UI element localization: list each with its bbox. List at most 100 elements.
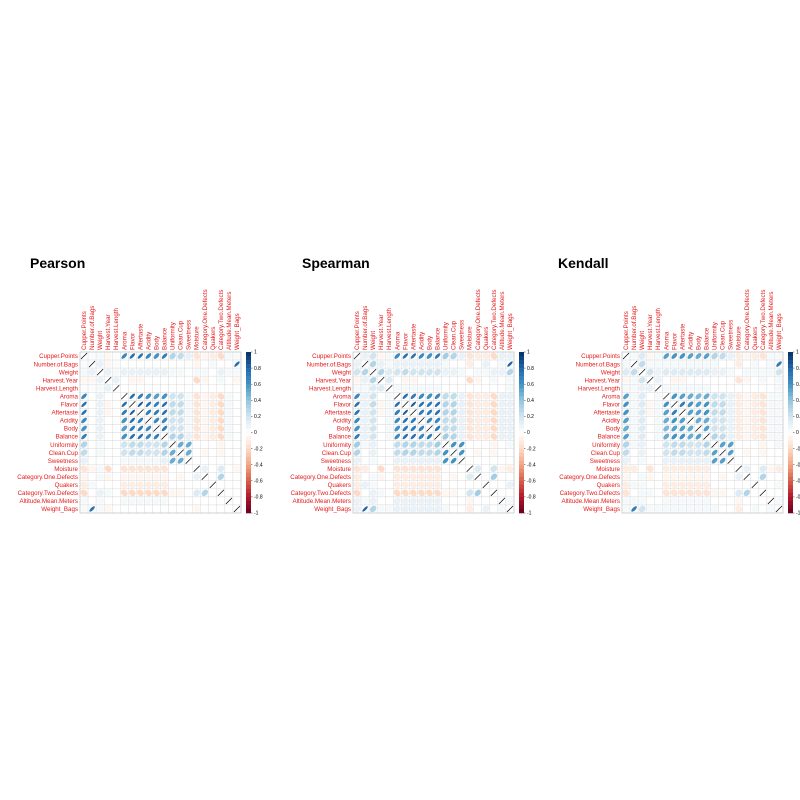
row-label: Clean.Cup xyxy=(591,450,621,457)
correlation-ellipse xyxy=(735,449,743,457)
correlation-ellipse xyxy=(136,376,144,384)
correlation-ellipse xyxy=(128,489,136,497)
diagonal-mark xyxy=(112,384,120,392)
correlation-ellipse xyxy=(727,384,735,392)
diagonal-mark xyxy=(490,489,498,497)
correlation-ellipse xyxy=(201,481,209,489)
correlation-ellipse xyxy=(185,392,193,400)
correlation-ellipse xyxy=(377,400,385,408)
correlation-ellipse xyxy=(217,465,225,473)
row-label: Aftertaste xyxy=(52,410,79,417)
correlation-ellipse xyxy=(466,368,474,376)
colorbar-segment xyxy=(246,416,251,421)
correlation-ellipse xyxy=(112,497,120,505)
correlation-ellipse xyxy=(217,417,225,424)
correlation-ellipse xyxy=(450,401,457,408)
correlation-ellipse xyxy=(695,409,702,416)
correlation-ellipse xyxy=(394,449,401,456)
diagonal-mark xyxy=(385,384,393,392)
correlation-ellipse xyxy=(217,441,225,449)
correlation-ellipse xyxy=(735,352,743,360)
colorbar-segment xyxy=(788,388,793,393)
correlation-ellipse xyxy=(120,441,128,448)
correlation-ellipse xyxy=(466,489,474,497)
correlation-ellipse xyxy=(466,417,474,424)
correlation-ellipse xyxy=(630,392,638,400)
correlation-ellipse xyxy=(694,465,702,473)
correlation-ellipse xyxy=(377,440,385,449)
colorbar-segment xyxy=(519,496,524,502)
correlation-ellipse xyxy=(466,505,474,513)
correlation-ellipse xyxy=(425,481,433,489)
correlation-ellipse xyxy=(144,497,152,505)
correlation-ellipse xyxy=(217,449,225,457)
correlation-ellipse xyxy=(458,505,466,513)
correlation-ellipse xyxy=(369,401,377,408)
correlation-ellipse xyxy=(385,392,393,400)
correlation-ellipse xyxy=(153,417,160,424)
correlation-ellipse xyxy=(727,392,735,400)
diagonal-mark xyxy=(137,409,144,416)
colorbar-segment xyxy=(246,392,251,397)
spearman-panel: SpearmanCupper.PointsNumber.of.BagsWeigh… xyxy=(290,255,536,517)
colorbar-segment xyxy=(519,356,524,361)
row-label: Category.Two.Defects xyxy=(291,490,351,497)
correlation-ellipse xyxy=(670,465,678,473)
correlation-ellipse xyxy=(104,352,112,360)
correlation-ellipse xyxy=(153,353,160,359)
correlation-ellipse xyxy=(662,449,670,456)
correlation-ellipse xyxy=(385,481,393,489)
col-label: Quakers xyxy=(483,327,490,350)
correlation-ellipse xyxy=(506,384,514,392)
correlation-ellipse xyxy=(759,497,767,505)
correlation-ellipse xyxy=(498,360,506,368)
correlation-ellipse xyxy=(209,489,217,497)
correlation-ellipse xyxy=(759,376,767,384)
correlation-ellipse xyxy=(654,473,662,481)
correlation-ellipse xyxy=(743,408,751,416)
correlation-ellipse xyxy=(177,433,184,440)
correlation-ellipse xyxy=(409,473,417,481)
correlation-ellipse xyxy=(759,457,767,465)
correlation-ellipse xyxy=(193,433,201,440)
correlation-ellipse xyxy=(137,417,144,424)
row-label: Altitude.Mean.Meters xyxy=(20,498,78,505)
row-label: Moisture xyxy=(54,466,78,473)
correlation-ellipse xyxy=(418,441,425,448)
row-label: Aftertaste xyxy=(325,410,352,417)
correlation-ellipse xyxy=(466,408,474,416)
colorbar-segment xyxy=(788,492,793,498)
correlation-ellipse xyxy=(695,433,702,440)
correlation-ellipse xyxy=(385,440,393,449)
correlation-ellipse xyxy=(369,352,377,360)
correlation-ellipse xyxy=(450,441,457,448)
correlation-ellipse xyxy=(393,481,401,489)
correlation-ellipse xyxy=(759,360,767,368)
correlation-ellipse xyxy=(711,360,719,368)
diagonal-mark xyxy=(687,417,694,424)
correlation-ellipse xyxy=(144,360,153,368)
correlation-ellipse xyxy=(767,465,775,473)
correlation-ellipse xyxy=(80,360,88,368)
colorbar-segment xyxy=(519,436,524,441)
correlation-ellipse xyxy=(646,432,654,441)
correlation-ellipse xyxy=(160,505,169,513)
correlation-ellipse xyxy=(209,473,217,481)
correlation-ellipse xyxy=(177,401,184,408)
correlation-ellipse xyxy=(743,505,751,513)
colorbar-segment xyxy=(519,464,524,470)
correlation-ellipse xyxy=(160,360,169,368)
correlation-ellipse xyxy=(498,376,506,384)
matrix-frame xyxy=(352,351,515,514)
col-label: Body xyxy=(695,335,702,350)
correlation-ellipse xyxy=(719,425,726,432)
correlation-ellipse xyxy=(687,441,694,448)
correlation-ellipse xyxy=(88,352,96,360)
correlation-ellipse xyxy=(474,352,482,360)
correlation-ellipse xyxy=(678,457,686,465)
correlation-ellipse xyxy=(353,481,361,489)
correlation-ellipse xyxy=(410,368,417,376)
correlation-ellipse xyxy=(417,481,425,489)
correlation-ellipse xyxy=(96,473,104,481)
correlation-ellipse xyxy=(743,416,751,424)
